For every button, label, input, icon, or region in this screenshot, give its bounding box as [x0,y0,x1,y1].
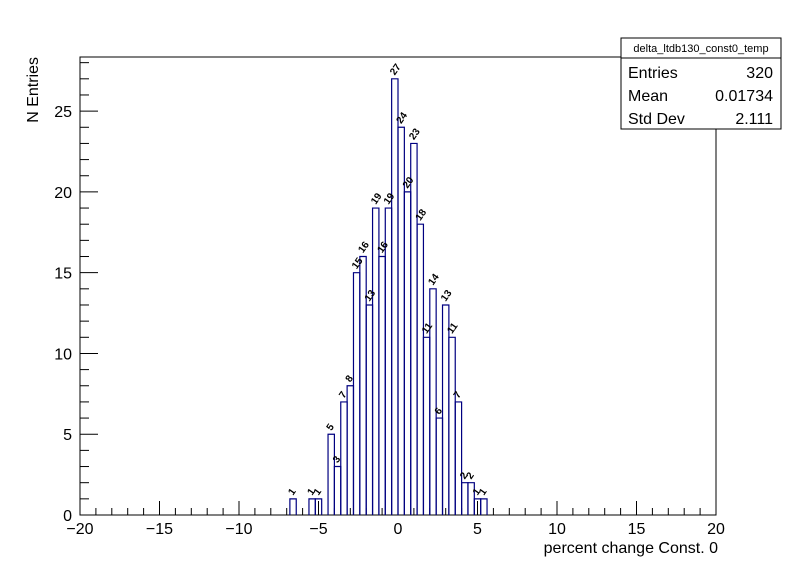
histogram-bin [422,336,431,515]
histogram-bin [346,385,355,515]
bin-value-label: 16 [376,239,392,255]
bin-value-label: 15 [350,256,366,272]
bin-value-label: 1 [306,486,318,497]
x-tick-label: −20 [66,521,93,538]
bin-value-label: 1 [312,486,324,497]
bin-value-label: 2 [458,470,470,481]
histogram-bin [378,255,386,515]
y-tick-label: 15 [54,266,72,283]
histogram-bin [365,304,374,515]
x-tick-label: 10 [548,521,566,538]
histogram-bin [384,207,393,515]
x-tick-label: −15 [146,521,173,538]
histogram-bin [308,498,316,515]
bin-value-label: 7 [337,389,349,400]
bin-value-label: 5 [325,422,337,433]
histogram-bin [289,498,297,515]
x-tick-label: −10 [225,521,252,538]
x-tick-label: 20 [707,521,725,538]
y-tick-label: 0 [63,508,72,525]
stats-stddev-label: Std Dev [628,111,685,128]
histogram-bin [327,433,335,515]
histogram-bin [403,191,412,515]
x-axis: −20 −15 −10 −5 0 5 10 15 20 [66,501,725,538]
y-tick-label: 25 [54,104,72,121]
histogram-bin [435,417,444,515]
y-tick-label: 5 [63,427,72,444]
bin-value-label: 3 [331,454,343,465]
bin-value-label: 13 [363,288,379,304]
y-axis-label: N Entries [25,57,42,123]
histogram-series [289,78,488,515]
bin-labels: 1 115378151613191619272420231811146131172… [287,62,490,498]
y-tick-label: 20 [54,185,72,202]
bin-value-label: 14 [426,272,442,288]
bin-value-label: 2 [465,470,477,481]
y-axis: 0 5 10 15 20 25 [54,62,98,525]
bin-value-label: 1 [287,486,299,497]
bin-value-label: 18 [414,207,430,223]
histogram-bin [391,78,399,515]
histogram-bin [461,482,469,515]
histogram-bin [340,401,348,515]
histogram-bin [480,498,488,515]
x-tick-label: −5 [309,521,327,538]
histogram-bin [441,304,450,515]
bin-value-label: 11 [446,321,461,336]
histogram-bin [371,207,380,515]
x-axis-label: percent change Const. 0 [544,540,718,557]
histogram-bin [416,223,425,515]
y-tick-label: 10 [54,346,72,363]
histogram-bin [448,336,456,515]
bin-value-label: 1 [471,486,483,497]
x-tick-label: 15 [628,521,646,538]
histogram-bin [429,288,437,515]
stats-box-frame [620,37,782,130]
bin-value-label: 16 [356,239,372,255]
bin-value-label: 13 [439,288,455,304]
stats-box-title: delta_ltdb130_const0_temp [633,43,768,55]
bin-value-label: 7 [452,389,464,400]
bin-value-label: 23 [407,126,423,142]
stats-mean-value: 0.01734 [715,88,773,105]
stats-entries-value: 320 [746,65,773,82]
bin-value-label: 8 [344,373,356,384]
bin-value-label: 19 [382,191,398,207]
stats-mean-label: Mean [628,88,668,105]
bin-value-label: 11 [420,321,435,336]
bin-value-label: 6 [433,406,445,417]
histogram-bin [410,142,418,515]
histogram-bin [314,498,323,515]
bin-value-label: 27 [388,62,404,78]
stats-entries-label: Entries [628,65,678,82]
bin-value-label: 1 [477,486,489,497]
bin-value-label: 24 [395,110,411,126]
histogram-bin [454,401,463,515]
bin-value-label: 20 [401,175,417,191]
x-tick-label: 0 [394,521,403,538]
histogram-bin [333,465,342,515]
histogram-bin [352,272,361,515]
stats-stddev-value: 2.111 [735,111,773,128]
x-tick-label: 5 [473,521,482,538]
stats-box: delta_ltdb130_const0_temp Entries 320 Me… [620,37,782,130]
